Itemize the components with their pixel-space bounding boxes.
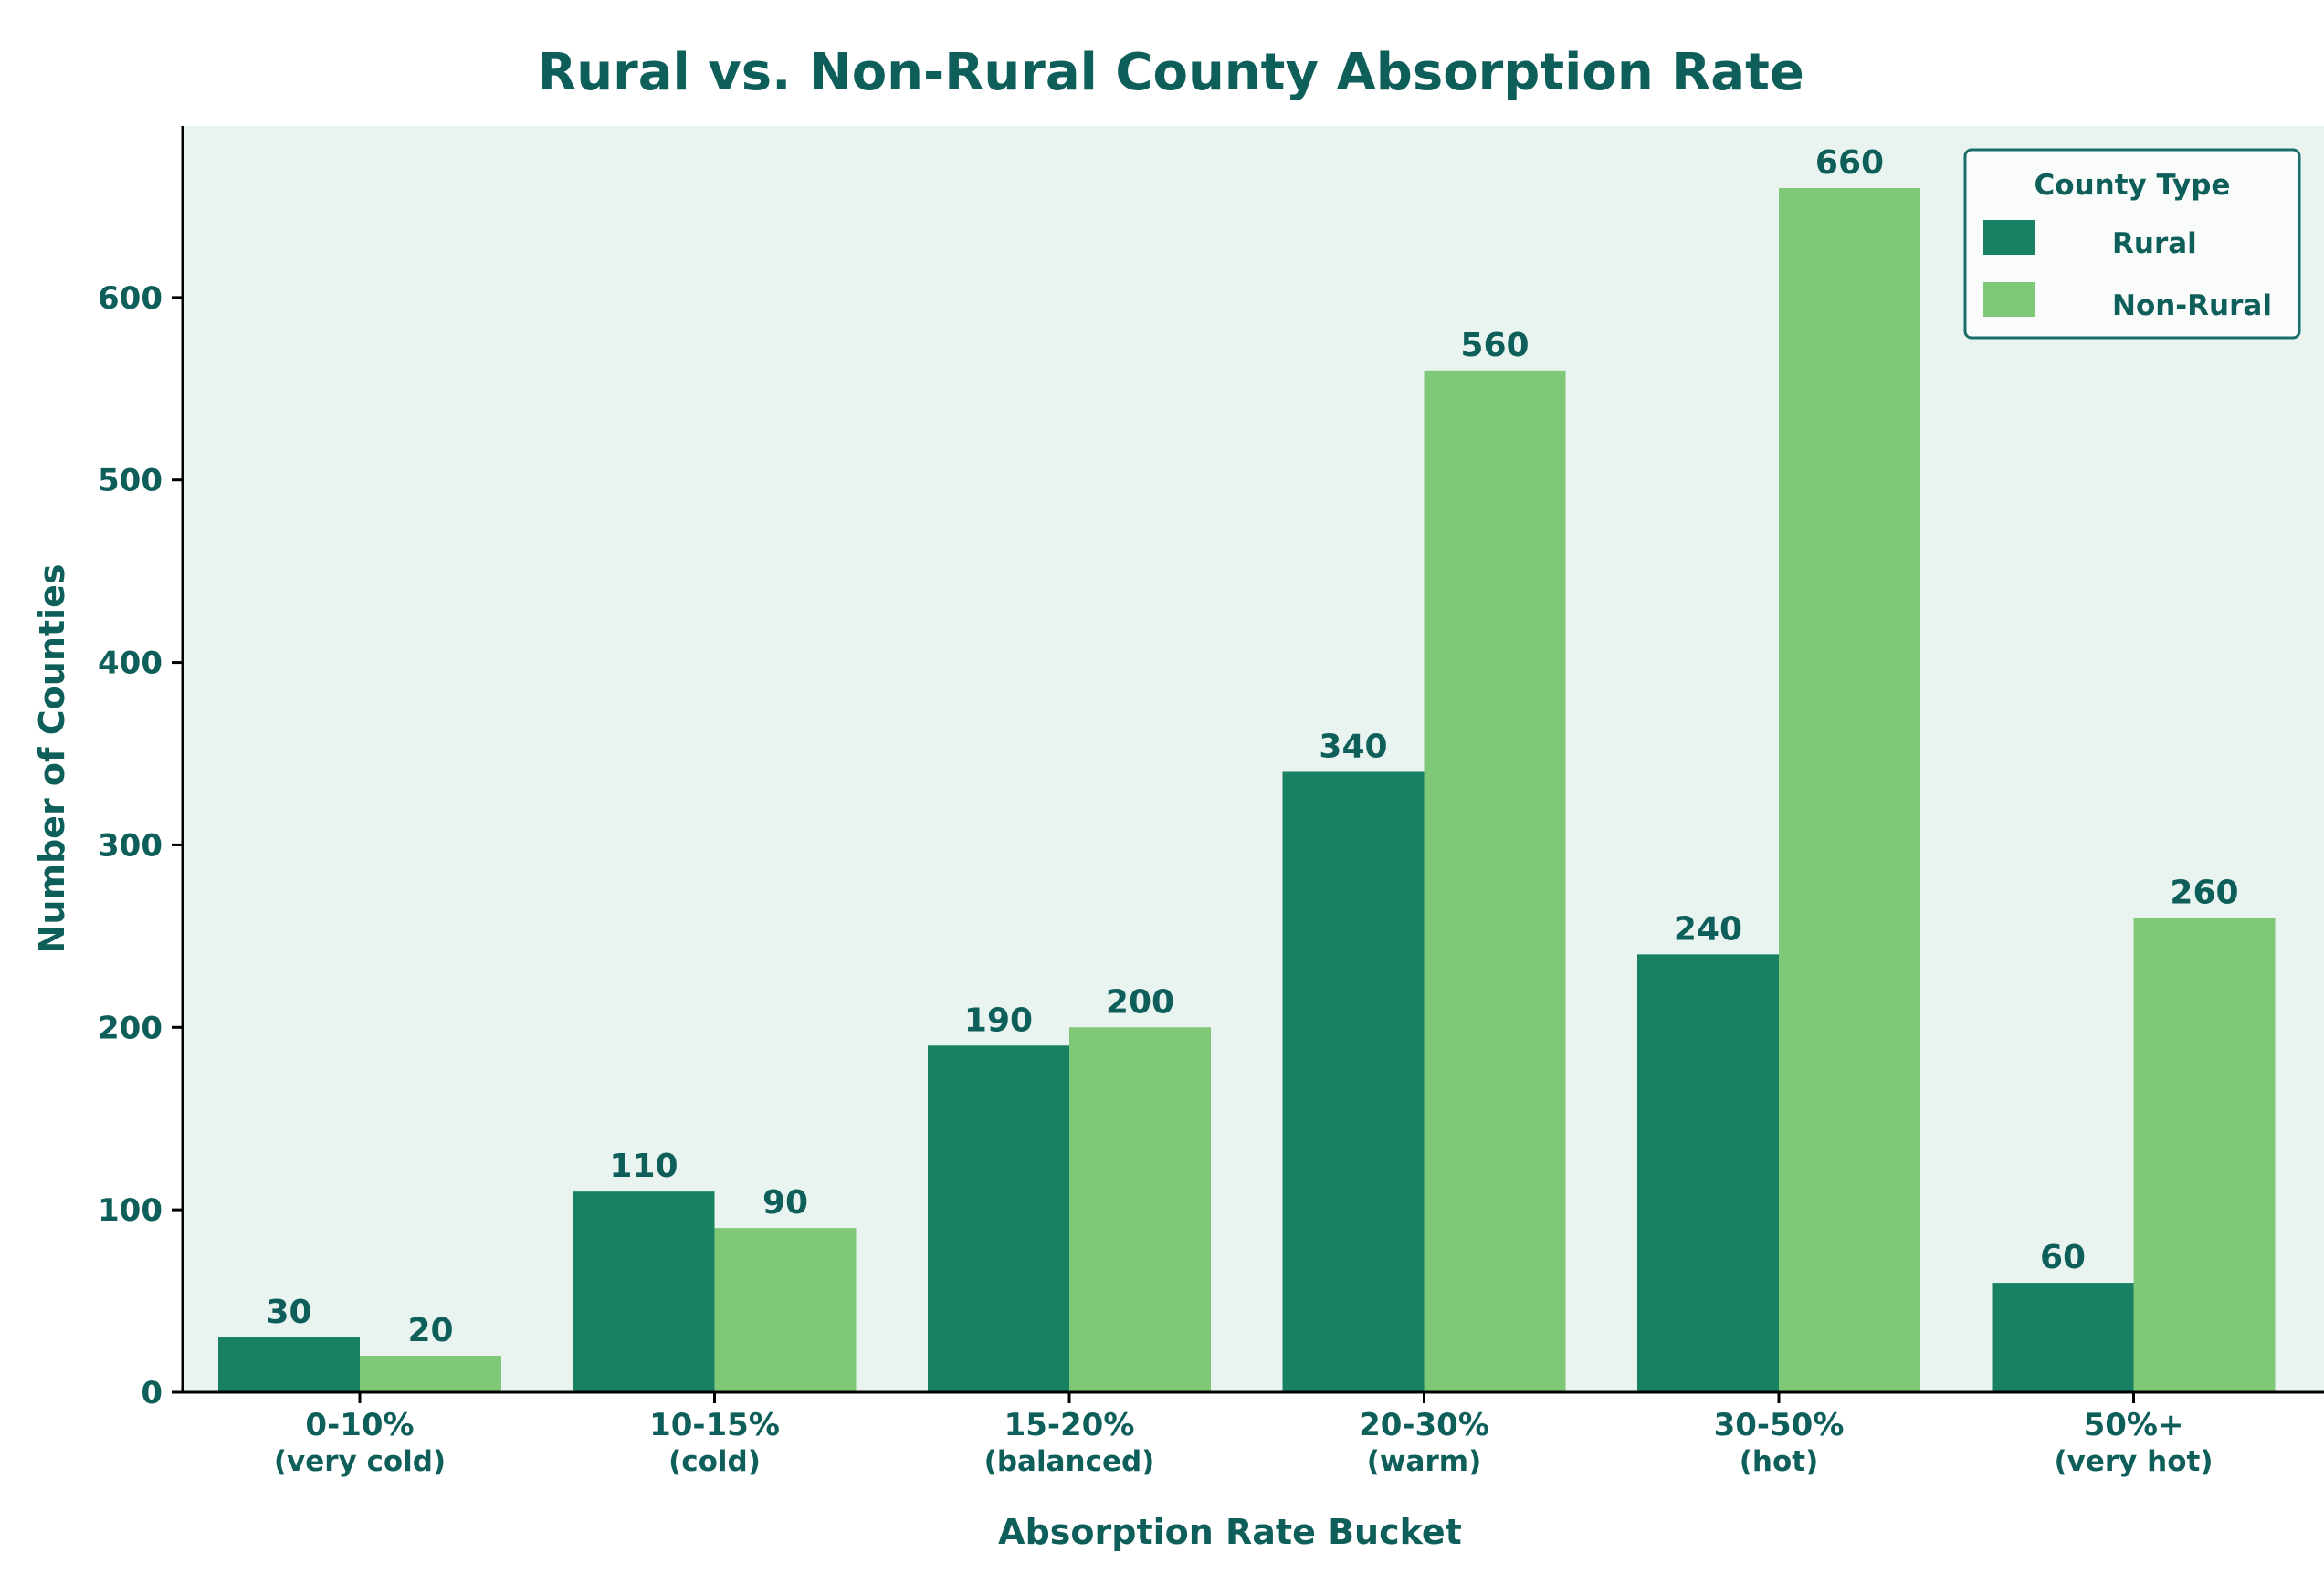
y-tick-label-300: 300 bbox=[98, 827, 163, 864]
x-tick-label-20-30: 20-30% bbox=[1359, 1407, 1489, 1443]
value-label-non-rural-30-50: 660 bbox=[1815, 144, 1884, 182]
value-label-non-rural-0-10: 20 bbox=[407, 1312, 453, 1349]
value-label-rural-30-50: 240 bbox=[1674, 910, 1742, 948]
legend-label-rural: Rural bbox=[2112, 227, 2197, 260]
y-tick-label-100: 100 bbox=[98, 1192, 163, 1229]
legend: County Type Rural Non-Rural bbox=[1963, 148, 2301, 340]
x-tick-sublabel-0-10: (very cold) bbox=[274, 1445, 446, 1478]
legend-swatch-rural bbox=[1983, 220, 2035, 255]
y-axis-title: Number of Counties bbox=[32, 564, 72, 954]
x-tick-label-10-15: 10-15% bbox=[649, 1407, 780, 1443]
x-tick-label-30-50: 30-50% bbox=[1714, 1407, 1845, 1443]
x-tick-label-0-10: 0-10% bbox=[305, 1407, 414, 1443]
y-tick-label-500: 500 bbox=[98, 463, 163, 499]
value-label-rural-20-30: 340 bbox=[1319, 728, 1387, 765]
x-tick-sublabel-20-30: (warm) bbox=[1367, 1445, 1481, 1478]
bar-non-rural-30-50 bbox=[1779, 187, 1920, 1392]
value-label-rural-10-15: 110 bbox=[609, 1148, 678, 1185]
bar-non-rural-0-10 bbox=[360, 1356, 501, 1392]
bar-non-rural-50 bbox=[2133, 918, 2276, 1392]
y-tick-label-600: 600 bbox=[98, 280, 163, 317]
value-label-rural-0-10: 30 bbox=[266, 1294, 311, 1331]
value-label-non-rural-20-30: 560 bbox=[1460, 327, 1529, 364]
x-tick-sublabel-30-50: (hot) bbox=[1740, 1445, 1819, 1478]
value-label-non-rural-10-15: 90 bbox=[762, 1184, 808, 1222]
bar-rural-10-15 bbox=[573, 1191, 715, 1392]
x-tick-label-50: 50%+ bbox=[2084, 1407, 2184, 1443]
x-tick-label-15-20: 15-20% bbox=[1004, 1407, 1135, 1443]
bar-rural-15-20 bbox=[928, 1045, 1069, 1392]
x-tick-sublabel-15-20: (balanced) bbox=[984, 1445, 1155, 1478]
value-labels-group: 30 20 110 90 190 200 340 560 240 660 60 260 bbox=[266, 144, 2238, 1349]
chart-title: Rural vs. Non-Rural County Absorption Ra… bbox=[537, 43, 1804, 102]
y-tick-label-400: 400 bbox=[98, 645, 163, 682]
x-tick-sublabel-50: (very hot) bbox=[2054, 1445, 2213, 1478]
y-tick-label-0: 0 bbox=[141, 1375, 163, 1411]
legend-box bbox=[1963, 148, 2301, 340]
value-label-rural-15-20: 190 bbox=[964, 1002, 1033, 1039]
legend-title: County Type bbox=[2035, 169, 2231, 202]
bar-rural-0-10 bbox=[218, 1337, 360, 1392]
bar-rural-30-50 bbox=[1637, 954, 1779, 1392]
bar-non-rural-15-20 bbox=[1069, 1027, 1211, 1392]
bars-group bbox=[218, 187, 2276, 1393]
value-label-rural-50: 60 bbox=[2040, 1239, 2086, 1276]
y-tick-label-200: 200 bbox=[98, 1010, 163, 1046]
y-ticks-group: 0 100 200 300 400 500 600 bbox=[98, 280, 183, 1411]
x-tick-sublabel-10-15: (cold) bbox=[668, 1445, 761, 1478]
bar-rural-20-30 bbox=[1282, 771, 1425, 1392]
value-label-non-rural-15-20: 200 bbox=[1106, 983, 1174, 1021]
bar-rural-50 bbox=[1992, 1283, 2134, 1392]
bar-non-rural-20-30 bbox=[1424, 370, 1566, 1393]
value-label-non-rural-50: 260 bbox=[2170, 874, 2238, 911]
x-axis-title: Absorption Rate Bucket bbox=[998, 1512, 1462, 1552]
legend-swatch-non-rural bbox=[1983, 282, 2035, 317]
bar-non-rural-10-15 bbox=[714, 1228, 857, 1392]
legend-label-non-rural: Non-Rural bbox=[2112, 289, 2272, 322]
x-ticks-group: 0-10%(very cold) 10-15%(cold) 15-20%(balan… bbox=[274, 1392, 2214, 1478]
